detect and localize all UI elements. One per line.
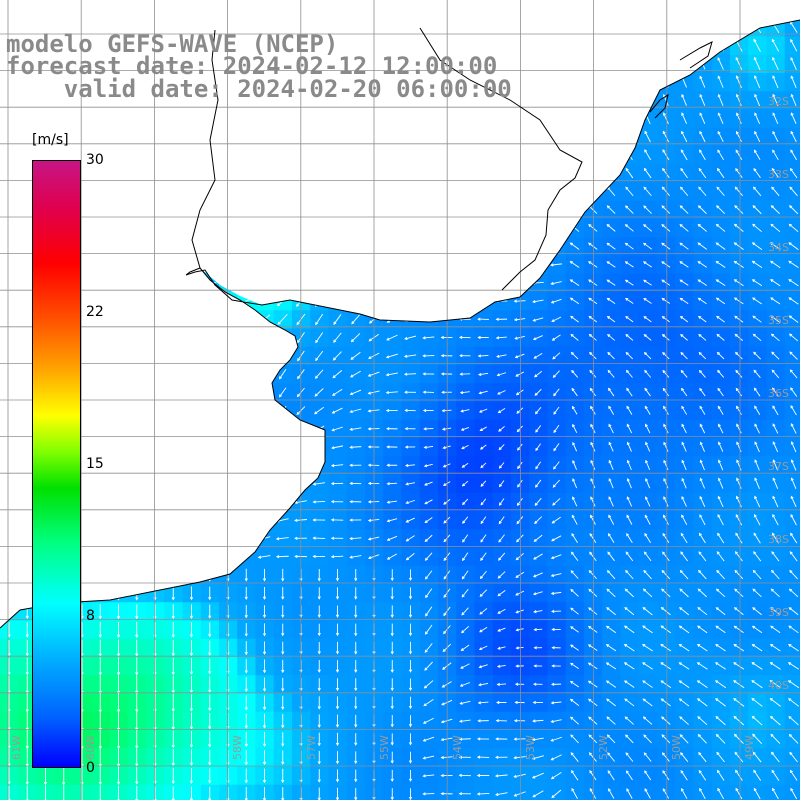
colorbar-tick-label: 0	[86, 760, 95, 776]
longitude-label: 49W	[743, 735, 756, 760]
colorbar-tick-label: 8	[86, 608, 95, 624]
border-line	[191, 29, 219, 269]
latitude-label: 40S	[768, 679, 789, 692]
border-line	[419, 27, 583, 291]
latitude-label: 34S	[768, 241, 789, 254]
longitude-label: 61W	[10, 735, 23, 760]
longitude-label: 57W	[305, 735, 318, 760]
longitude-label: 53W	[524, 735, 537, 760]
colorbar	[32, 160, 81, 768]
latitude-label: 36S	[768, 387, 789, 400]
colorbar-tick-label: 22	[86, 304, 104, 320]
latitude-label: 38S	[768, 533, 789, 546]
latitude-label: 37S	[768, 460, 789, 473]
latitude-label: 32S	[768, 95, 789, 108]
latitude-label: 39S	[768, 606, 789, 619]
longitude-label: 55W	[378, 735, 391, 760]
map-title-forecast-date: forecast date: 2024-02-12 12:00:00	[6, 52, 498, 80]
lagoon-shore	[649, 93, 669, 119]
colorbar-tick-label: 30	[86, 152, 104, 168]
latitude-label: 35S	[768, 314, 789, 327]
longitude-label: 60W	[84, 735, 97, 760]
lagoon-shore	[679, 41, 713, 69]
map-title-model: modelo GEFS-WAVE (NCEP)	[6, 30, 339, 58]
longitude-label: 52W	[597, 735, 610, 760]
longitude-label: 54W	[451, 735, 464, 760]
longitude-label: 50W	[670, 735, 683, 760]
colorbar-unit-label: [m/s]	[32, 132, 69, 148]
longitude-label: 58W	[231, 735, 244, 760]
latitude-label: 33S	[768, 168, 789, 181]
map-title-valid-date: valid date: 2024-02-20 06:00:00	[6, 75, 512, 103]
colorbar-tick-label: 15	[86, 456, 104, 472]
coastline	[0, 19, 800, 629]
